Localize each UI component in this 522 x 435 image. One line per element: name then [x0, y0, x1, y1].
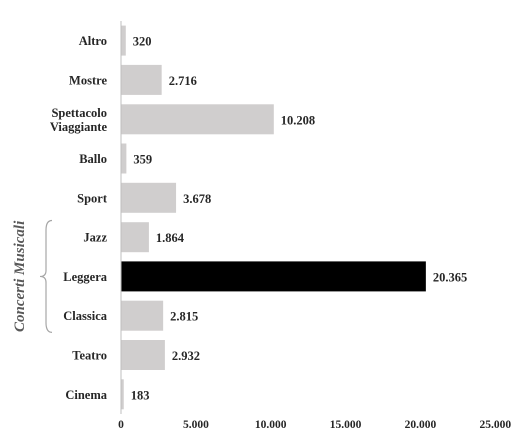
value-labels: 320 2.716 10.208 359 3.678 1.864 20.365 2.815 2.… [131, 35, 468, 403]
category-label-teatro: Teatro [72, 349, 107, 363]
category-label-leggera: Leggera [63, 270, 107, 284]
value-label-ballo: 359 [133, 153, 152, 167]
x-tick-label: 0 [118, 419, 124, 431]
x-tick-label: 15.000 [330, 419, 362, 431]
bar-sport [121, 182, 177, 213]
group-bracket [39, 219, 53, 333]
x-tick-label: 20.000 [405, 419, 437, 431]
bar-leggera [121, 261, 426, 292]
x-tick-label: 10.000 [255, 419, 287, 431]
category-label-classica: Classica [63, 309, 108, 323]
group-label: Concerti Musicali [12, 220, 28, 332]
x-tick-labels: 0 5.000 10.000 15.000 20.000 25.000 [118, 419, 511, 431]
value-label-leggera: 20.365 [433, 270, 467, 284]
bar-ballo [121, 143, 127, 174]
x-tick-label: 25.000 [479, 419, 511, 431]
x-tick-label: 5.000 [183, 419, 209, 431]
category-label-spettacolo-viaggiante: Spettacolo Viaggiante [50, 106, 108, 134]
category-label-ballo: Ballo [79, 152, 107, 166]
category-labels: Altro Mostre Spettacolo Viaggiante Ballo Spor… [50, 34, 108, 402]
bars-layer [121, 25, 426, 410]
value-label-cinema: 183 [131, 388, 150, 402]
category-label-sport: Sport [77, 191, 108, 205]
value-label-teatro: 2.932 [172, 349, 200, 363]
bar-classica [121, 300, 164, 331]
bar-jazz [121, 222, 149, 253]
value-label-spettacolo-viaggiante: 10.208 [281, 113, 315, 127]
category-label-jazz: Jazz [83, 231, 107, 245]
category-label-cinema: Cinema [65, 388, 107, 402]
bar-mostre [121, 64, 162, 95]
value-label-classica: 2.815 [170, 310, 198, 324]
bar-cinema [121, 379, 124, 410]
value-label-altro: 320 [133, 35, 152, 49]
value-label-mostre: 2.716 [169, 74, 197, 88]
category-label-mostre: Mostre [69, 73, 107, 87]
bar-altro [121, 25, 126, 56]
bar-spettacolo-viaggiante [121, 104, 274, 135]
category-label-altro: Altro [79, 34, 107, 48]
value-label-sport: 3.678 [183, 192, 211, 206]
value-label-jazz: 1.864 [156, 231, 185, 245]
bar-teatro [121, 340, 165, 370]
